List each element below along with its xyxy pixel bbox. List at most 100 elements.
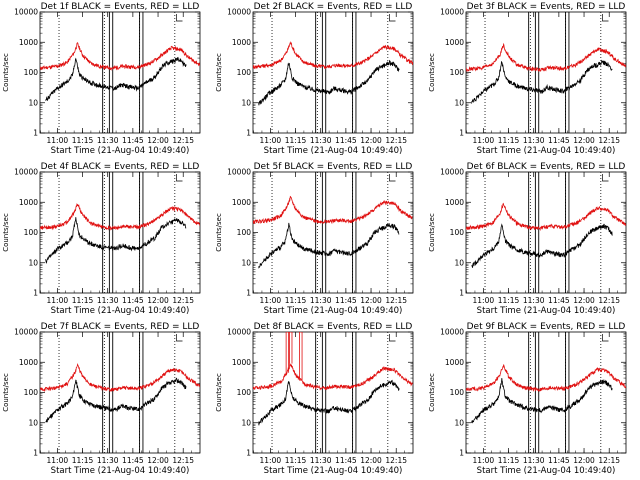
events-series-line	[45, 56, 187, 101]
y-tick-label: 10000	[14, 168, 38, 177]
interval-bracket	[176, 334, 183, 342]
x-tick-label: 11:15	[72, 296, 94, 305]
x-axis-label: Start Time (21-Aug-04 10:49:40)	[264, 466, 403, 476]
plot-frame	[39, 171, 201, 294]
x-tick-label: 12:00	[360, 136, 382, 145]
plot-frame	[252, 331, 414, 454]
x-tick-label: 12:15	[172, 296, 194, 305]
x-axis-label: Start Time (21-Aug-04 10:49:40)	[51, 466, 190, 476]
y-tick-label: 100	[450, 388, 465, 397]
x-tick-label: 11:00	[47, 136, 69, 145]
x-tick-label: 11:15	[285, 456, 307, 465]
x-tick-label: 12:00	[573, 296, 595, 305]
x-tick-label: 11:45	[335, 296, 357, 305]
y-tick-label: 1	[33, 449, 38, 458]
panel-title: Det 6f BLACK = Events, RED = LLD	[467, 162, 626, 172]
y-tick-label: 1000	[445, 198, 464, 207]
x-tick-label: 11:15	[498, 296, 520, 305]
y-tick-label: 1000	[445, 38, 464, 47]
events-series-line	[471, 59, 613, 104]
x-tick-label: 11:15	[498, 456, 520, 465]
y-tick-label: 100	[24, 388, 39, 397]
lld-spike	[289, 332, 293, 364]
x-tick-label: 12:15	[598, 136, 620, 145]
x-tick-label: 11:30	[310, 296, 332, 305]
x-tick-label: 12:00	[147, 296, 169, 305]
plot-frame	[465, 331, 627, 454]
x-tick-label: 12:00	[147, 456, 169, 465]
x-axis-label: Start Time (21-Aug-04 10:49:40)	[264, 306, 403, 316]
x-tick-label: 11:00	[473, 296, 495, 305]
x-tick-label: 12:15	[385, 296, 407, 305]
y-tick-label: 10	[454, 418, 464, 427]
y-tick-label: 1000	[19, 198, 38, 207]
y-axis-label: Counts/sec	[215, 53, 223, 92]
panel-title: Det 3f BLACK = Events, RED = LLD	[467, 2, 626, 12]
y-axis-label: Counts/sec	[428, 213, 436, 252]
x-tick-label: 11:45	[122, 136, 144, 145]
y-tick-label: 1000	[19, 358, 38, 367]
plot-area	[466, 172, 626, 293]
x-tick-label: 12:15	[172, 136, 194, 145]
x-tick-label: 11:00	[260, 456, 282, 465]
x-tick-label: 11:00	[473, 456, 495, 465]
plot-area	[40, 12, 200, 133]
detector-panel-6: Det 6f BLACK = Events, RED = LLD 1 10 100 10…	[428, 162, 627, 316]
y-axis-label: Counts/sec	[428, 373, 436, 412]
detector-panel-9: Det 9f BLACK = Events, RED = LLD 1 10 100 10…	[428, 322, 627, 476]
events-series-line	[258, 59, 400, 106]
y-tick-label: 10000	[227, 168, 251, 177]
y-tick-label: 100	[237, 388, 252, 397]
plot-area	[466, 12, 626, 133]
lld-series-line	[253, 41, 413, 70]
x-axis-label: Start Time (21-Aug-04 10:49:40)	[51, 146, 190, 156]
lld-series-line	[466, 42, 626, 73]
plot-area	[253, 12, 413, 133]
x-axis-label: Start Time (21-Aug-04 10:49:40)	[477, 466, 616, 476]
panel-title: Det 8f BLACK = Events, RED = LLD	[254, 322, 413, 332]
panel-title: Det 4f BLACK = Events, RED = LLD	[41, 162, 200, 172]
y-tick-label: 1	[33, 289, 38, 298]
y-tick-label: 100	[237, 228, 252, 237]
lld-series-line	[253, 195, 413, 225]
y-tick-label: 100	[237, 68, 252, 77]
x-tick-label: 12:00	[360, 296, 382, 305]
interval-bracket	[602, 334, 609, 342]
events-series-line	[45, 217, 187, 264]
events-series-line	[471, 378, 613, 424]
interval-bracket	[176, 174, 183, 182]
y-axis-label: Counts/sec	[2, 213, 10, 252]
plot-frame	[252, 171, 414, 294]
panel-title: Det 2f BLACK = Events, RED = LLD	[254, 2, 413, 12]
y-tick-label: 1000	[19, 38, 38, 47]
events-series-line	[471, 223, 613, 268]
y-tick-label: 10	[28, 418, 38, 427]
plot-frame	[39, 331, 201, 454]
y-axis-label: Counts/sec	[2, 373, 10, 412]
x-tick-label: 11:00	[473, 136, 495, 145]
y-tick-label: 1000	[232, 358, 251, 367]
x-axis-label: Start Time (21-Aug-04 10:49:40)	[51, 306, 190, 316]
x-tick-label: 11:30	[310, 456, 332, 465]
plot-frame	[39, 11, 201, 134]
x-tick-label: 11:45	[548, 136, 570, 145]
x-tick-label: 11:30	[97, 136, 119, 145]
x-tick-label: 11:00	[260, 136, 282, 145]
detector-panel-5: Det 5f BLACK = Events, RED = LLD 1 10 100 10…	[215, 162, 414, 316]
x-axis-label: Start Time (21-Aug-04 10:49:40)	[477, 146, 616, 156]
events-series-line	[258, 379, 400, 426]
y-tick-label: 10000	[14, 8, 38, 17]
y-axis-label: Counts/sec	[428, 53, 436, 92]
x-tick-label: 12:15	[385, 136, 407, 145]
x-tick-label: 12:00	[573, 456, 595, 465]
y-tick-label: 10000	[440, 8, 464, 17]
y-tick-label: 1000	[232, 198, 251, 207]
detector-panel-3: Det 3f BLACK = Events, RED = LLD 1 10 100 10…	[428, 2, 627, 156]
panel-title: Det 7f BLACK = Events, RED = LLD	[41, 322, 200, 332]
plot-area	[40, 332, 200, 453]
x-tick-label: 11:15	[72, 136, 94, 145]
y-tick-label: 10000	[440, 168, 464, 177]
lld-series-line	[466, 364, 626, 393]
y-tick-label: 10	[241, 98, 251, 107]
